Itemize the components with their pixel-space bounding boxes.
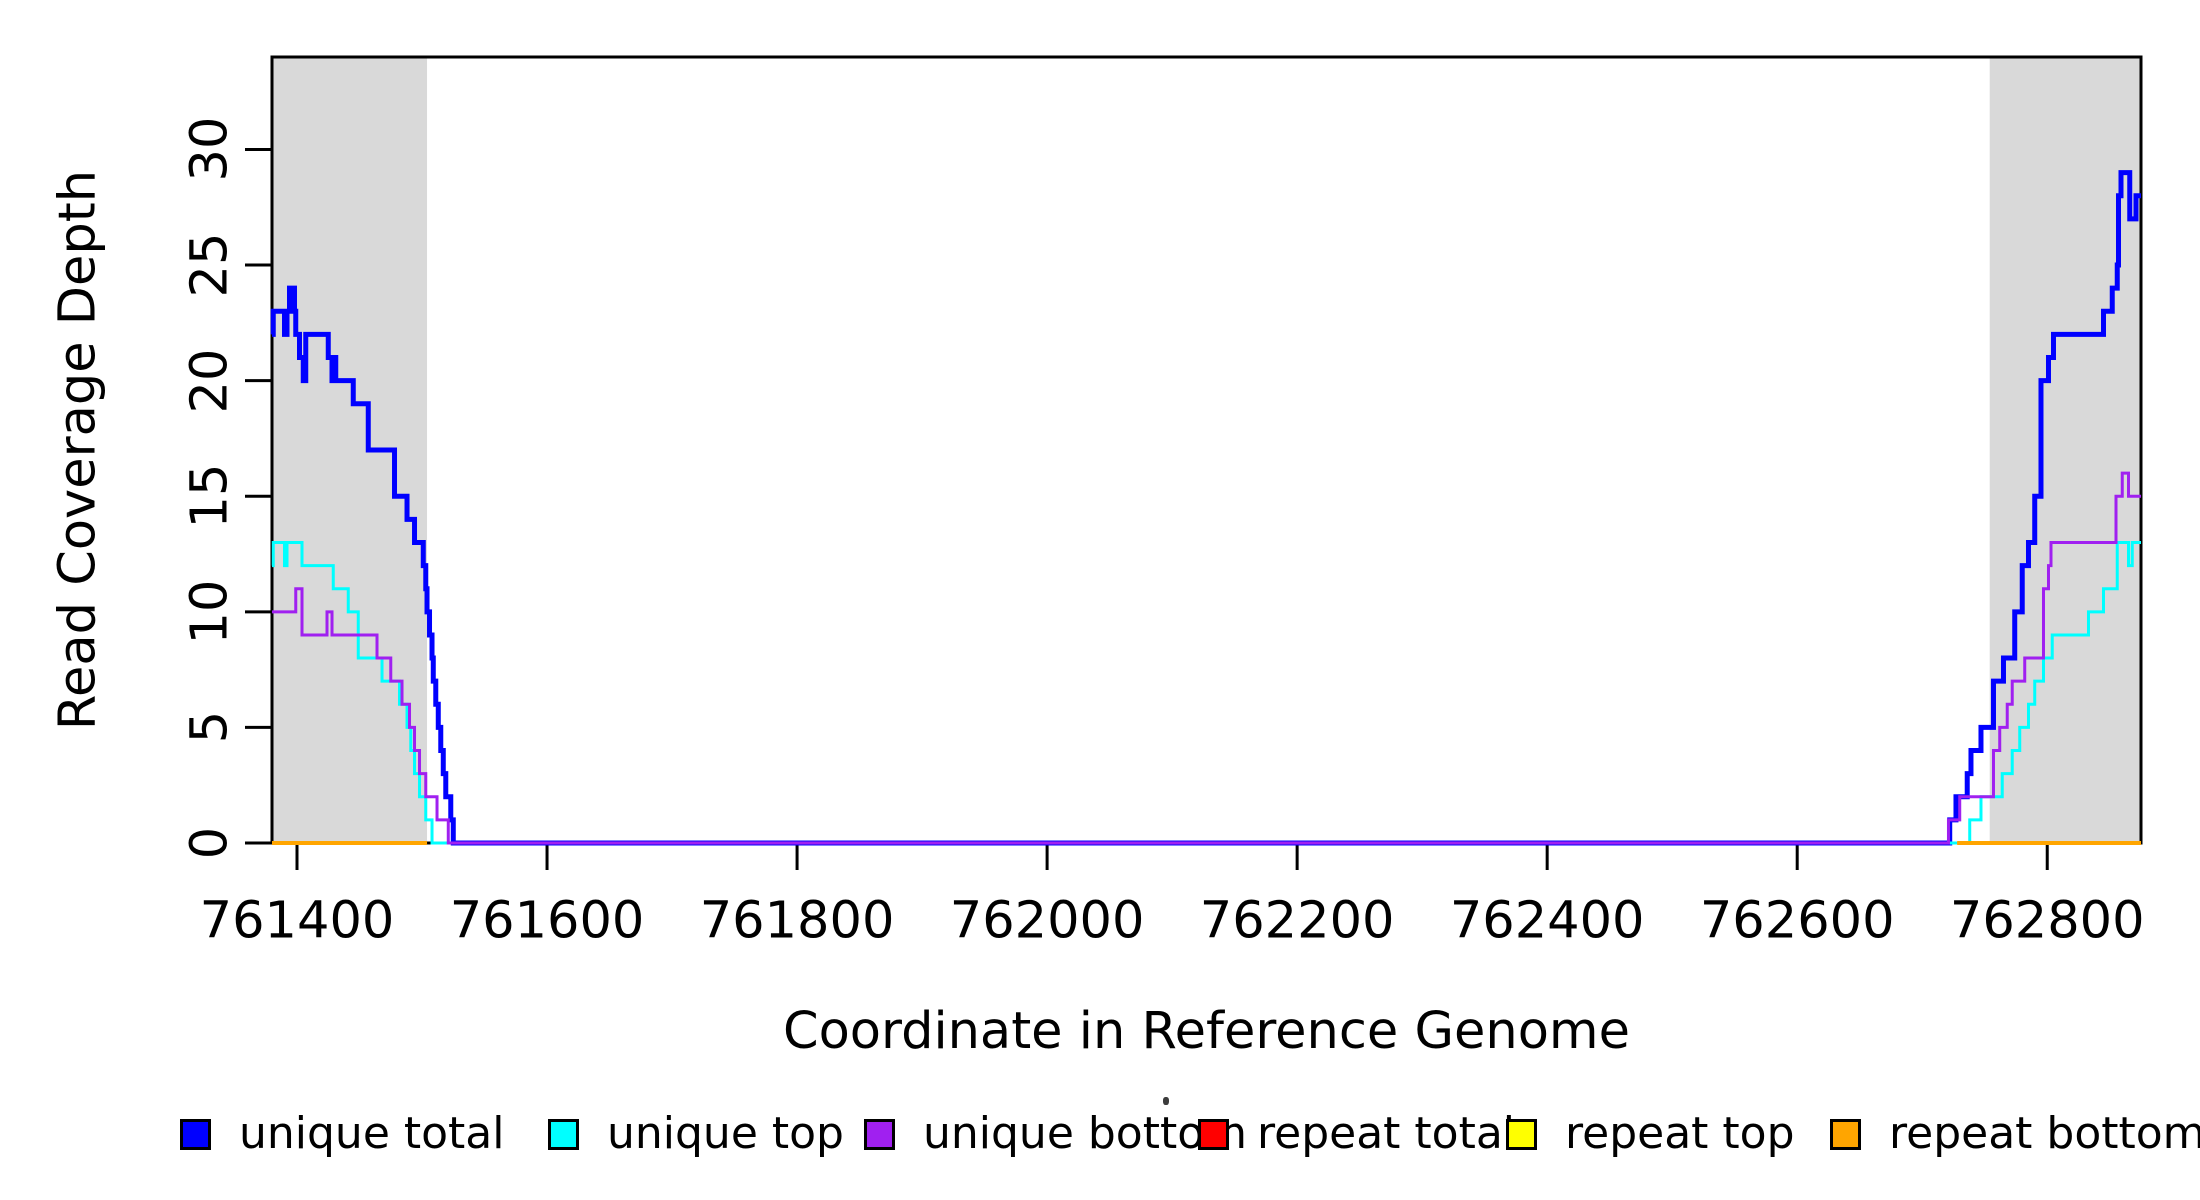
series-unique-total-line xyxy=(270,170,2141,846)
y-tick-label: 0 xyxy=(180,826,240,860)
y-tick-label: 10 xyxy=(180,579,240,645)
plot-box xyxy=(270,55,2143,845)
x-tick-label: 762800 xyxy=(1949,891,2145,951)
x-tick-label: 762400 xyxy=(1449,891,1645,951)
x-axis-title: Coordinate in Reference Genome xyxy=(782,1002,1630,1061)
y-tick-label: 5 xyxy=(180,711,240,744)
x-tick-label: 761600 xyxy=(449,891,645,951)
x-tick-label: 761400 xyxy=(199,891,395,951)
x-tick-label: 762600 xyxy=(1699,891,1895,951)
x-tick-label: 762200 xyxy=(1199,891,1395,951)
y-tick-label: 30 xyxy=(180,117,240,182)
left-repeat-region xyxy=(272,57,428,843)
y-axis-title: Read Coverage Depth xyxy=(48,169,108,731)
y-tick-label: 20 xyxy=(180,348,240,414)
series-unique-top-line xyxy=(271,540,2141,845)
series-unique-bottom-line xyxy=(272,471,2141,845)
stray-dot-artifact xyxy=(1163,1097,1169,1105)
right-repeat-region xyxy=(1989,57,2141,843)
y-tick-label: 25 xyxy=(180,232,240,298)
x-tick-label: 762000 xyxy=(949,891,1145,951)
x-tick-label: 761800 xyxy=(699,891,895,951)
y-tick-label: 15 xyxy=(180,463,240,529)
